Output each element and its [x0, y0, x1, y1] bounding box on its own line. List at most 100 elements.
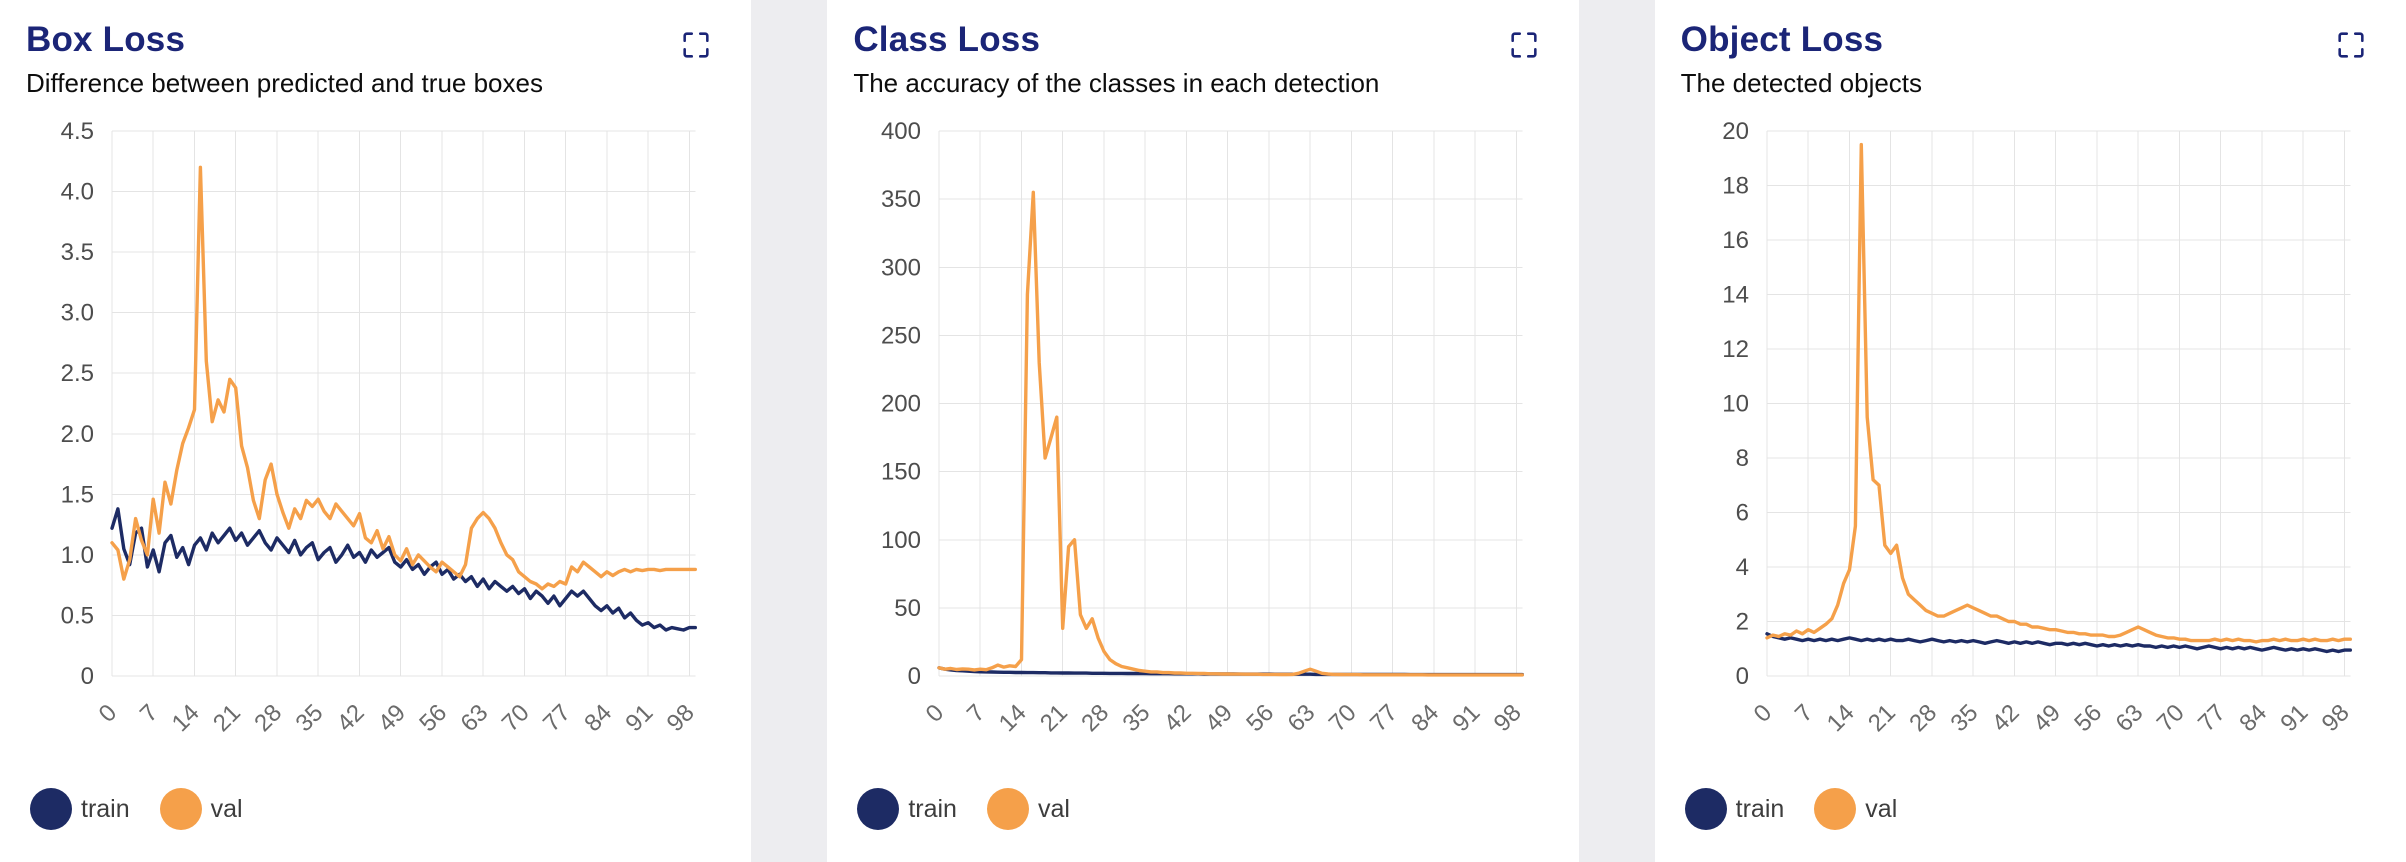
legend-label: val — [1037, 794, 1070, 823]
x-tick-label: 35 — [1945, 699, 1983, 737]
fullscreen-icon — [1511, 32, 1537, 58]
card-header: Box Loss Difference between predicted an… — [26, 16, 721, 99]
fullscreen-button[interactable] — [673, 22, 719, 68]
y-tick-label: 18 — [1722, 173, 1749, 200]
y-tick-label: 10 — [1722, 391, 1749, 418]
train-color-dot — [30, 788, 72, 830]
x-tick-label: 0 — [921, 699, 950, 728]
legend-item-train[interactable]: train — [30, 788, 130, 830]
x-tick-label: 63 — [455, 699, 493, 737]
x-tick-label: 63 — [1283, 699, 1321, 737]
x-tick-label: 84 — [579, 699, 617, 737]
legend-item-train[interactable]: train — [1684, 788, 1785, 830]
y-tick-label: 300 — [881, 254, 921, 281]
legend-label: val — [210, 794, 243, 823]
y-tick-label: 16 — [1722, 227, 1749, 254]
val-line — [110, 165, 697, 591]
x-tick-label: 56 — [1242, 699, 1280, 737]
x-tick-label: 42 — [332, 699, 370, 737]
val-color-dot — [1814, 788, 1857, 830]
x-tick-label: 49 — [1200, 699, 1238, 737]
x-tick-label: 28 — [1077, 699, 1115, 737]
x-tick-label: 28 — [249, 699, 287, 737]
chart-legend: train val — [1681, 780, 2376, 838]
y-tick-label: 350 — [881, 186, 921, 213]
chart-title: Object Loss — [1680, 20, 1884, 59]
x-tick-label: 63 — [2110, 699, 2148, 737]
x-tick-label: 21 — [1863, 699, 1901, 737]
legend-item-val[interactable]: val — [986, 788, 1070, 830]
x-tick-label: 84 — [2234, 699, 2272, 737]
chart-title: Class Loss — [853, 20, 1041, 59]
box-loss-card: Box Loss Difference between predicted an… — [0, 0, 752, 862]
y-tick-label: 4.0 — [61, 179, 94, 206]
y-tick-label: 0 — [908, 663, 921, 690]
y-tick-label: 0 — [1735, 663, 1748, 690]
x-tick-label: 7 — [1790, 699, 1819, 728]
y-tick-label: 150 — [881, 459, 921, 486]
y-tick-label: 3.0 — [61, 300, 94, 327]
y-tick-label: 2 — [1735, 609, 1748, 636]
y-tick-label: 1.5 — [61, 481, 94, 508]
x-tick-label: 84 — [1407, 699, 1445, 737]
y-tick-label: 2.0 — [61, 421, 94, 448]
train-color-dot — [1684, 788, 1727, 830]
y-tick-label: 20 — [1722, 118, 1749, 145]
train-line — [1764, 632, 2352, 654]
y-tick-label: 8 — [1735, 445, 1748, 472]
x-tick-label: 77 — [538, 699, 576, 737]
card-header: Class Loss The accuracy of the classes i… — [853, 16, 1548, 99]
x-tick-label: 35 — [1118, 699, 1156, 737]
legend-label: train — [81, 794, 130, 823]
x-tick-label: 77 — [1365, 699, 1403, 737]
x-tick-label: 35 — [290, 699, 328, 737]
x-tick-label: 28 — [1904, 699, 1942, 737]
legend-item-val[interactable]: val — [1814, 788, 1897, 830]
val-color-dot — [986, 788, 1029, 830]
x-tick-label: 14 — [994, 699, 1032, 737]
x-tick-label: 0 — [94, 699, 123, 728]
fullscreen-icon — [2338, 32, 2364, 58]
y-tick-label: 50 — [895, 595, 922, 622]
x-tick-label: 14 — [167, 699, 205, 737]
y-tick-label: 0.5 — [61, 602, 94, 629]
chart-legend: train val — [853, 780, 1548, 838]
x-tick-label: 91 — [620, 699, 658, 737]
legend-item-train[interactable]: train — [857, 788, 957, 830]
card-header: Object Loss The detected objects — [1681, 16, 2376, 99]
train-color-dot — [857, 788, 900, 830]
x-tick-label: 77 — [2193, 699, 2231, 737]
fullscreen-button[interactable] — [2328, 22, 2374, 68]
y-tick-label: 200 — [881, 391, 921, 418]
x-tick-label: 49 — [2028, 699, 2066, 737]
x-tick-label: 98 — [662, 699, 700, 737]
fullscreen-button[interactable] — [1501, 22, 1547, 68]
x-tick-label: 98 — [2316, 699, 2354, 737]
box-loss-line-chart[interactable]: 00.51.01.52.02.53.03.54.04.50 7 14 21 28 35 42… — [26, 109, 721, 778]
y-tick-label: 250 — [881, 322, 921, 349]
x-tick-label: 0 — [1748, 699, 1777, 728]
x-tick-label: 56 — [414, 699, 452, 737]
y-tick-label: 1.0 — [61, 542, 94, 569]
x-tick-label: 42 — [1986, 699, 2024, 737]
chart-title: Box Loss — [26, 20, 186, 59]
fullscreen-icon — [683, 32, 709, 58]
legend-label: train — [1735, 794, 1785, 823]
x-tick-label: 91 — [1448, 699, 1486, 737]
val-line — [1764, 142, 2352, 644]
y-tick-label: 4 — [1735, 554, 1748, 581]
y-tick-label: 12 — [1722, 336, 1749, 363]
y-tick-label: 14 — [1722, 282, 1749, 309]
y-tick-label: 0 — [81, 663, 94, 690]
object-loss-card: Object Loss The detected objects 0 2 4 6 8 10… — [1654, 0, 2406, 862]
train-line — [110, 507, 697, 632]
legend-item-val[interactable]: val — [159, 788, 243, 830]
chart-subtitle: The accuracy of the classes in each dete… — [853, 68, 1380, 98]
y-tick-label: 2.5 — [61, 360, 94, 387]
legend-label: train — [908, 794, 957, 823]
x-tick-label: 49 — [373, 699, 411, 737]
x-tick-label: 70 — [497, 699, 535, 737]
